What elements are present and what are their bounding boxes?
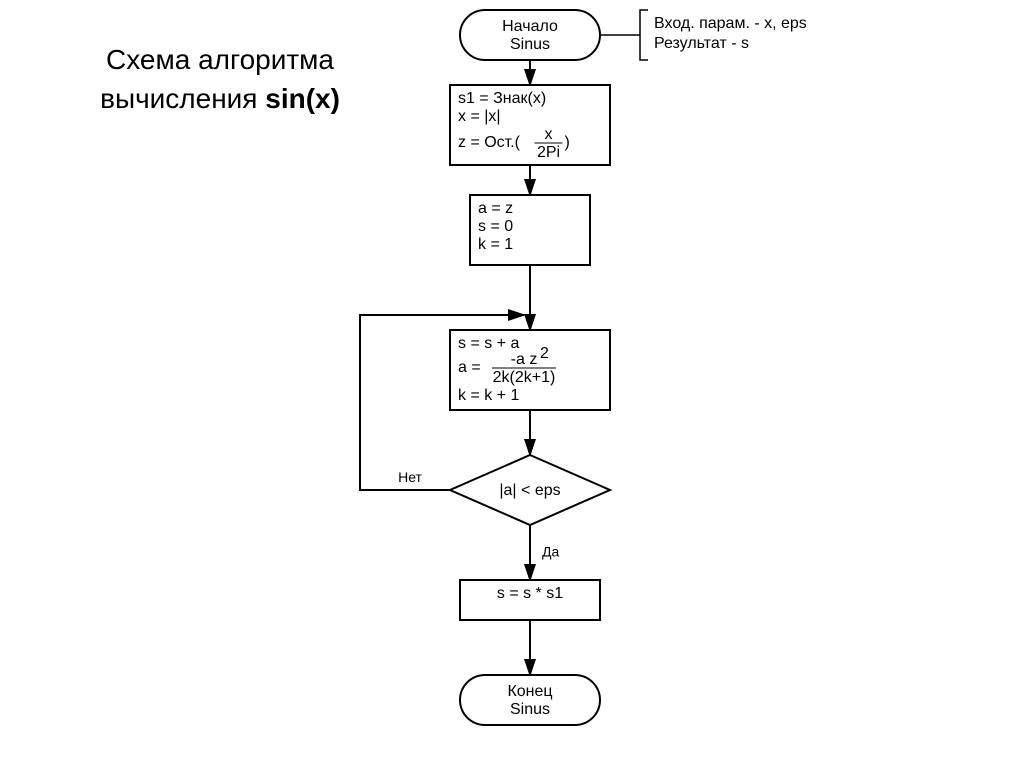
svg-text:|a| < eps: |a| < eps [499,482,560,499]
svg-text:Результат - s: Результат - s [654,35,749,52]
svg-text:2k(2k+1): 2k(2k+1) [493,369,556,386]
svg-text:x: x [545,126,553,143]
svg-text:Конец: Конец [507,683,552,700]
svg-text:2Pi: 2Pi [537,144,560,161]
svg-text:): ) [565,134,570,151]
svg-text:s = 0: s = 0 [478,218,513,235]
svg-text:Начало: Начало [502,18,558,35]
svg-text:-a z: -a z [511,351,538,368]
flowchart-canvas: ДаНетНачалоSinusВход. парам. - x, epsРез… [0,0,1024,767]
svg-text:Да: Да [542,544,559,560]
svg-text:Вход. парам. - x, eps: Вход. парам. - x, eps [654,15,807,32]
svg-text:s = s * s1: s = s * s1 [497,585,563,602]
svg-text:z = Ост.(: z = Ост.( [458,134,521,151]
svg-text:s = s + a: s = s + a [458,335,519,352]
svg-text:k = k + 1: k = k + 1 [458,387,519,404]
svg-text:a = z: a = z [478,200,513,217]
svg-text:k = 1: k = 1 [478,236,513,253]
svg-text:Sinus: Sinus [510,36,550,53]
svg-text:Sinus: Sinus [510,701,550,718]
svg-text:2: 2 [540,345,549,362]
svg-text:a =: a = [458,359,481,376]
svg-text:Нет: Нет [398,469,422,485]
svg-text:s1 = Знак(x): s1 = Знак(x) [458,90,546,107]
svg-text:x = |x|: x = |x| [458,108,501,125]
